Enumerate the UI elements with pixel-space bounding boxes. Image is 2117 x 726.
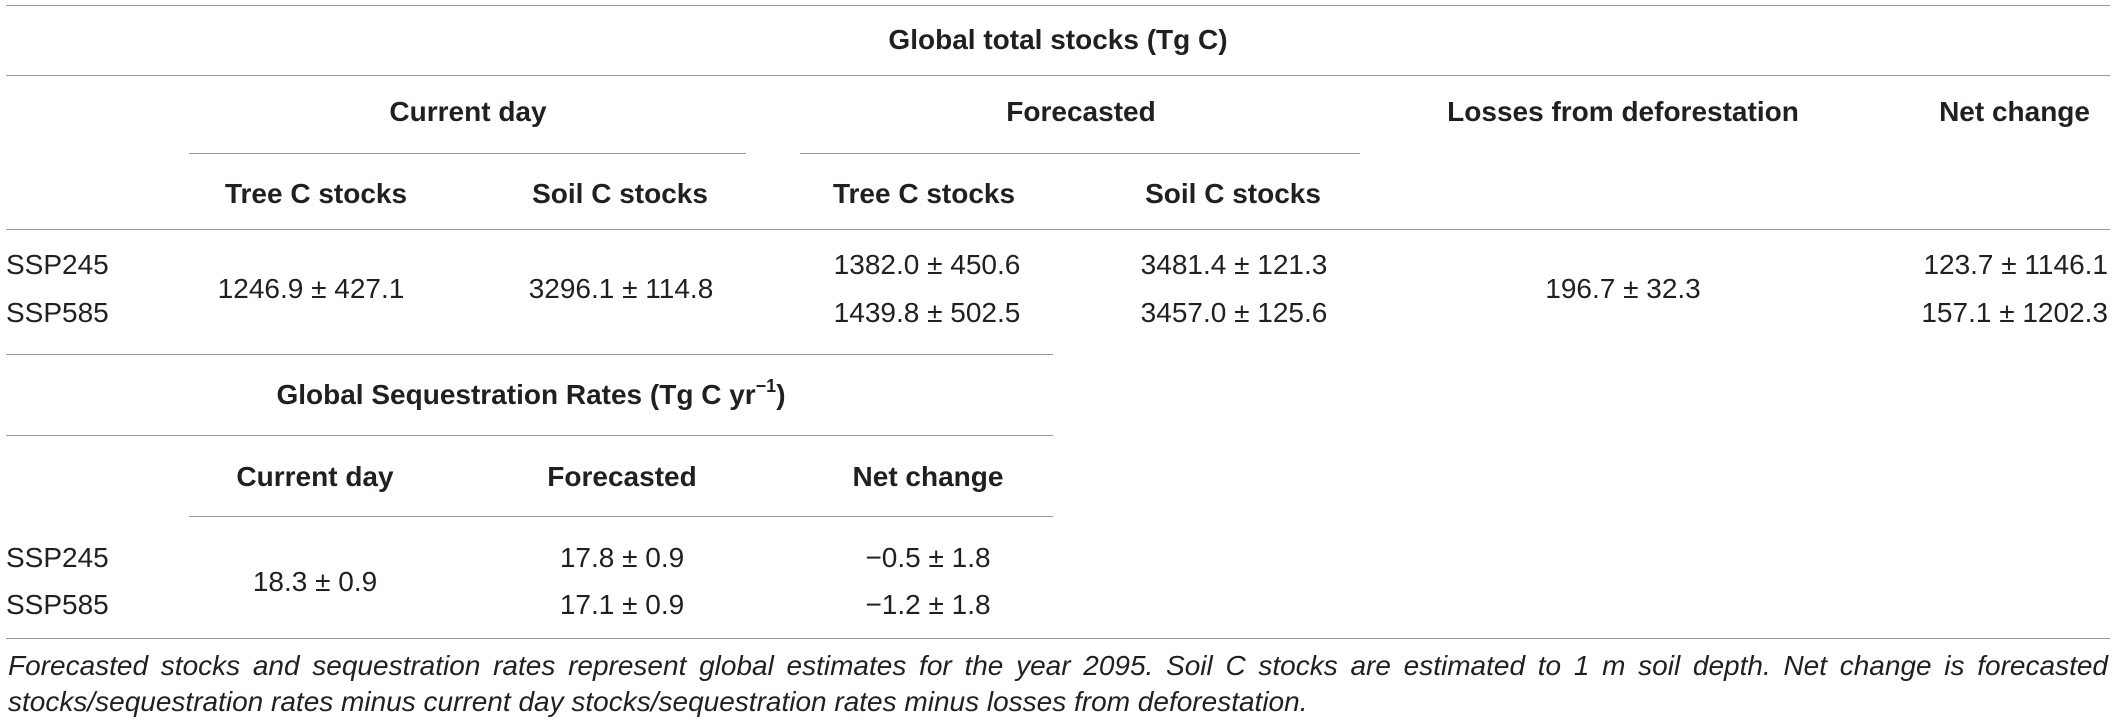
- forecast-tree-ssp245-value: 1382.0 ± 450.6: [833, 249, 1021, 280]
- table2-row-label-ssp245: SSP245: [6, 542, 109, 573]
- table2-current-value: 18.3 ± 0.9: [252, 566, 378, 597]
- table2-header-current-day: Current day: [236, 461, 394, 492]
- row-label-ssp245: SSP245: [6, 249, 109, 280]
- forecast-tree-ssp585-value: 1439.8 ± 502.5: [833, 297, 1021, 328]
- net-change-ssp585-value: 157.1 ± 1202.3: [1921, 297, 2108, 328]
- forecasted-group-rule: [800, 153, 1360, 154]
- table2-title: Global Sequestration Rates (Tg C yr−1): [276, 376, 786, 410]
- table1-title-rule: [6, 75, 2110, 76]
- column-header-net-change: Net change: [1939, 96, 2090, 127]
- table2-header-forecasted: Forecasted: [547, 461, 697, 492]
- table2-header-net-change: Net change: [852, 461, 1004, 492]
- table2-title-rule: [6, 435, 1053, 436]
- table1-title: Global total stocks (Tg C): [888, 24, 1228, 55]
- forecast-soil-ssp585-value: 3457.0 ± 125.6: [1140, 297, 1328, 328]
- current-soil-value: 3296.1 ± 114.8: [528, 273, 714, 304]
- table-footnote: Forecasted stocks and sequestration rate…: [8, 650, 2108, 717]
- unit-superscript: −1: [755, 376, 777, 396]
- table-bottom-rule: [6, 638, 2110, 639]
- current-day-group-rule: [189, 153, 746, 154]
- row-label-ssp585: SSP585: [6, 297, 109, 328]
- net-change-ssp245-value: 123.7 ± 1146.1: [1923, 249, 2108, 280]
- table2-top-rule: [6, 354, 1053, 355]
- table2-row-label-ssp585: SSP585: [6, 589, 109, 620]
- subheader-soil-c-stocks-current: Soil C stocks: [532, 178, 708, 209]
- table1-header-rule: [6, 229, 2110, 230]
- table2-forecast-ssp585-value: 17.1 ± 0.9: [559, 589, 685, 620]
- losses-value: 196.7 ± 32.3: [1545, 273, 1701, 304]
- table2-net-ssp245-value: −0.5 ± 1.8: [865, 542, 991, 573]
- subheader-soil-c-stocks-forecast: Soil C stocks: [1145, 178, 1321, 209]
- subheader-tree-c-stocks-forecast: Tree C stocks: [832, 178, 1016, 209]
- group-header-forecasted: Forecasted: [1006, 96, 1156, 127]
- table2-net-ssp585-value: −1.2 ± 1.8: [865, 589, 991, 620]
- current-tree-value: 1246.9 ± 427.1: [217, 273, 405, 304]
- table2-header-rule: [189, 516, 1053, 517]
- column-header-losses: Losses from deforestation: [1447, 96, 1799, 127]
- forecast-soil-ssp245-value: 3481.4 ± 121.3: [1140, 249, 1328, 280]
- table2-forecast-ssp245-value: 17.8 ± 0.9: [559, 542, 685, 573]
- table-top-rule: [6, 5, 2110, 6]
- group-header-current-day: Current day: [389, 96, 547, 127]
- subheader-tree-c-stocks-current: Tree C stocks: [224, 178, 408, 209]
